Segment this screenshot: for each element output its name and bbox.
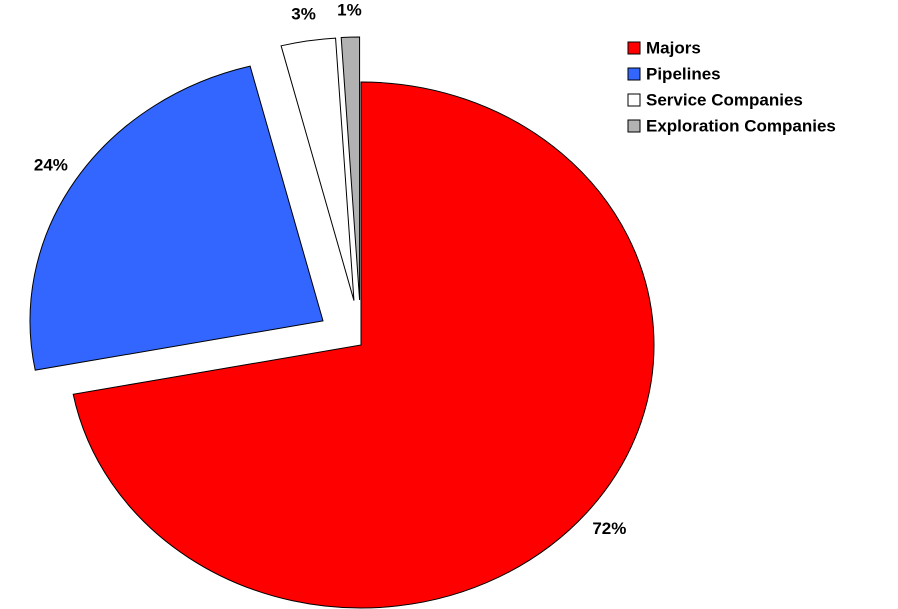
legend-label: Service Companies: [646, 90, 803, 109]
data-label: 3%: [291, 4, 316, 23]
pie-slice: [340, 36, 361, 301]
legend-swatch: [627, 119, 641, 133]
legend-swatch: [627, 41, 641, 55]
legend-swatch: [627, 67, 641, 81]
pie-slice: [280, 37, 355, 301]
legend-label: Exploration Companies: [646, 116, 836, 135]
data-label: 72%: [592, 519, 626, 538]
data-label: 1%: [337, 0, 362, 19]
data-label: 24%: [34, 155, 68, 174]
pie-slice: [29, 65, 324, 371]
legend-label: Pipelines: [646, 64, 721, 83]
legend-label: Majors: [646, 38, 701, 57]
legend-swatch: [627, 93, 641, 107]
pie-slice: [72, 81, 655, 609]
